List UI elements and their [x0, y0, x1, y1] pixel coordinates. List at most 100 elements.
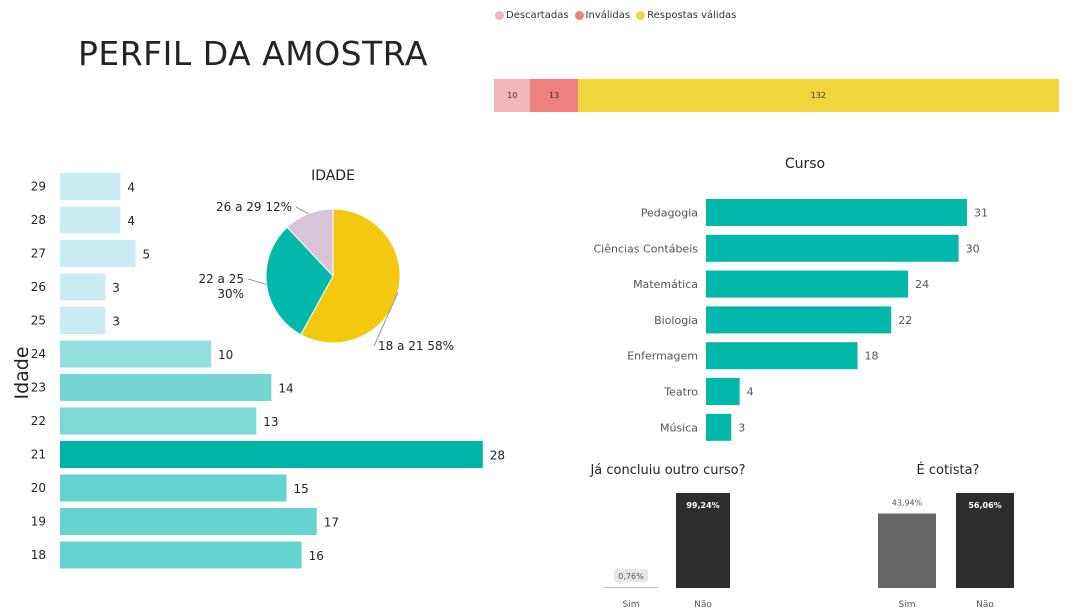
column-tick-label: Não [976, 600, 994, 610]
course-bar [706, 270, 909, 298]
pie-data-label: 22 a 25 [198, 272, 244, 286]
age-bar [60, 374, 272, 401]
age-data-label: 10 [218, 348, 233, 362]
stack-segment: 13 [530, 79, 578, 112]
age-tick-label: 24 [31, 347, 46, 361]
age-data-label: 13 [263, 415, 278, 429]
course-data-label: 3 [738, 421, 745, 434]
age-data-label: 3 [112, 315, 120, 329]
age-tick-label: 21 [31, 448, 46, 462]
age-tick-label: 28 [31, 213, 46, 227]
age-data-label: 4 [127, 214, 135, 228]
course-bar-chart: Curso Pedagogia 31 Ciências Contábeis 30 Mate… [593, 156, 988, 441]
age-tick-label: 26 [31, 280, 46, 294]
age-tick-label: 23 [31, 381, 46, 395]
age-bar [60, 273, 106, 301]
age-tick-label: 22 [31, 414, 46, 428]
legend-label: Respostas válidas [647, 10, 737, 21]
column-bar [676, 493, 730, 588]
column-bar [604, 587, 658, 588]
age-tick-label: 19 [31, 515, 46, 529]
column-data-label: 56,06% [968, 501, 1001, 510]
status-legend: Descartadas Inválidas Respostas válidas [495, 10, 738, 21]
stack-segment: 10 [494, 79, 531, 112]
legend-label: Inválidas [585, 10, 631, 21]
course-data-label: 31 [974, 207, 988, 220]
legend-label: Descartadas [506, 10, 569, 21]
pie-data-label: 30% [217, 287, 244, 301]
age-data-label: 14 [278, 382, 293, 396]
response-status-stacked-bar: 10 13 132 [494, 79, 1059, 112]
age-data-label: 17 [324, 516, 339, 530]
column-data-label: 43,94% [892, 499, 923, 508]
age-data-label: 4 [127, 181, 135, 195]
column-tick-label: Sim [899, 600, 916, 610]
course-data-label: 30 [966, 242, 980, 255]
age-data-label: 15 [294, 482, 309, 496]
column-tick-label: Sim [623, 600, 640, 610]
age-bar [60, 407, 257, 435]
stack-segment-label: 10 [507, 91, 518, 100]
age-bar [60, 240, 136, 267]
age-bar [60, 206, 121, 234]
age-bar [60, 307, 106, 334]
age-bar [60, 508, 317, 535]
course-chart-title: Curso [785, 156, 825, 172]
page-title: PERFIL DA AMOSTRA [78, 34, 428, 73]
course-tick-label: Teatro [663, 386, 698, 399]
course-bar [706, 378, 740, 405]
column-bar [956, 493, 1014, 588]
age-bar [60, 474, 287, 502]
pie-title: IDADE [311, 168, 355, 184]
stack-segment: 132 [577, 79, 1059, 112]
legend-swatch [636, 11, 646, 20]
column-data-label: 0,76% [618, 572, 644, 581]
age-bar-chart: Idade 29 4 28 4 27 5 26 3 25 3 24 10 23 14 22 13 21 28 20 15… [11, 173, 505, 569]
course-data-label: 22 [898, 314, 912, 327]
course-tick-label: Música [660, 421, 698, 434]
course-bar [706, 306, 892, 334]
course-bar [706, 234, 959, 262]
course-tick-label: Biologia [654, 314, 698, 327]
course-data-label: 18 [865, 350, 879, 363]
age-data-label: 16 [309, 549, 324, 563]
age-tick-label: 18 [31, 548, 46, 562]
age-axis-label: Idade [11, 346, 33, 399]
legend-swatch [574, 11, 584, 20]
quota-chart: É cotista? Sim 43,94% Não 56,06% [878, 462, 1014, 610]
age-tick-label: 20 [31, 481, 46, 495]
age-tick-label: 27 [31, 247, 46, 261]
column-chart-title: Já concluiu outro curso? [589, 463, 745, 478]
column-bar [878, 513, 936, 588]
column-data-label-bg [614, 569, 648, 582]
pie-data-label: 18 a 21 58% [378, 339, 454, 353]
course-tick-label: Matemática [633, 278, 698, 291]
pie-leader-line [295, 206, 309, 215]
stack-segment-label: 13 [549, 91, 560, 100]
course-tick-label: Pedagogia [641, 207, 698, 220]
stack-segment-label: 132 [810, 91, 827, 100]
pie-slice [300, 208, 401, 344]
legend-item: Respostas válidas [636, 10, 736, 21]
age-bar [60, 340, 211, 368]
pie-data-label: 26 a 29 12% [216, 200, 292, 214]
course-data-label: 24 [915, 278, 929, 291]
legend-swatch [495, 11, 504, 20]
age-tick-label: 25 [31, 314, 46, 328]
other-course-chart: Já concluiu outro curso? Sim 0,76% Não 99,24… [589, 463, 745, 610]
pie-leader-line [373, 292, 399, 347]
legend-item: Descartadas [495, 10, 569, 21]
age-data-label: 28 [490, 449, 505, 463]
column-tick-label: Não [694, 600, 712, 610]
age-bar [60, 541, 302, 569]
course-tick-label: Ciências Contábeis [593, 242, 698, 255]
pie-slice [265, 226, 334, 336]
column-chart-title: É cotista? [917, 462, 980, 478]
age-data-label: 5 [143, 248, 151, 262]
age-bar [60, 173, 121, 200]
course-tick-label: Enfermagem [627, 350, 698, 363]
age-bar [60, 441, 483, 468]
age-tick-label: 29 [31, 180, 46, 194]
pie-leader-line [247, 278, 267, 285]
